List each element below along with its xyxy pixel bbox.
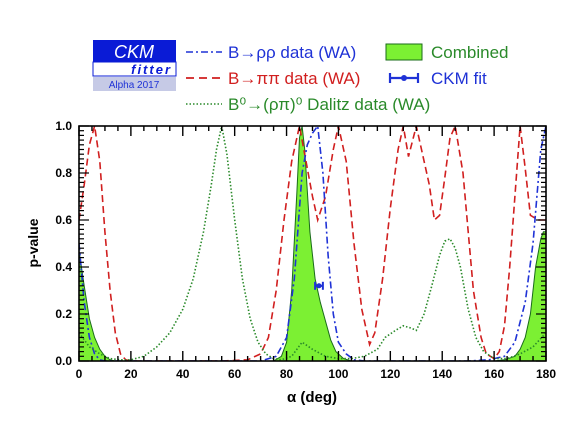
y-tick-label: 1.0 [55, 119, 72, 133]
legend-swatch-ckmfit [388, 73, 420, 83]
series-line-dotted [79, 126, 546, 361]
x-axis-label: α (deg) [287, 389, 337, 406]
x-tick-label: 120 [380, 367, 400, 381]
x-tick-label: 20 [124, 367, 138, 381]
legend: B→ρρ data (WA) B→ππ data (WA) B⁰→(ρπ)⁰ D… [186, 43, 509, 114]
logo-top-text: CKM [114, 42, 154, 62]
y-tick-label: 0.8 [55, 166, 72, 180]
legend-label-dalitz: B⁰→(ρπ)⁰ Dalitz data (WA) [228, 95, 430, 114]
logo-subtitle: Alpha 2017 [109, 80, 160, 91]
x-tick-label: 160 [484, 367, 504, 381]
y-tick-label: 0.4 [55, 260, 72, 274]
x-tick-label: 100 [328, 367, 348, 381]
ckm-fit-marker [314, 281, 324, 290]
legend-label-ckmfit: CKM fit [431, 69, 487, 88]
y-tick-label: 0.2 [55, 307, 72, 321]
x-tick-label: 0 [76, 367, 83, 381]
y-axis-label: p-value [25, 218, 41, 267]
ckmfitter-logo: CKM fitter Alpha 2017 [92, 40, 177, 91]
x-tick-label: 180 [536, 367, 556, 381]
legend-label-pipi: B→ππ data (WA) [228, 69, 360, 88]
legend-swatch-combined [385, 43, 423, 61]
x-tick-label: 60 [228, 367, 242, 381]
axes: 0 20 40 60 80 100 120 140 160 180 0.0 0.2 0.4 0.6 0.8 1… [55, 119, 556, 381]
legend-label-combined: Combined [431, 43, 509, 62]
x-tick-label: 40 [176, 367, 190, 381]
axis-labels: p-value α (deg) [25, 218, 337, 406]
logo-bottom-text: fitter [131, 62, 172, 77]
logo-top-block [93, 40, 176, 62]
x-tick-label: 80 [280, 367, 294, 381]
x-tick-label: 140 [432, 367, 452, 381]
y-tick-label: 0.6 [55, 213, 72, 227]
y-tick-label: 0.0 [55, 354, 72, 368]
logo-middle-block [92, 61, 177, 77]
logo-subtitle-block [93, 77, 176, 91]
legend-label-rhorho: B→ρρ data (WA) [228, 43, 356, 62]
